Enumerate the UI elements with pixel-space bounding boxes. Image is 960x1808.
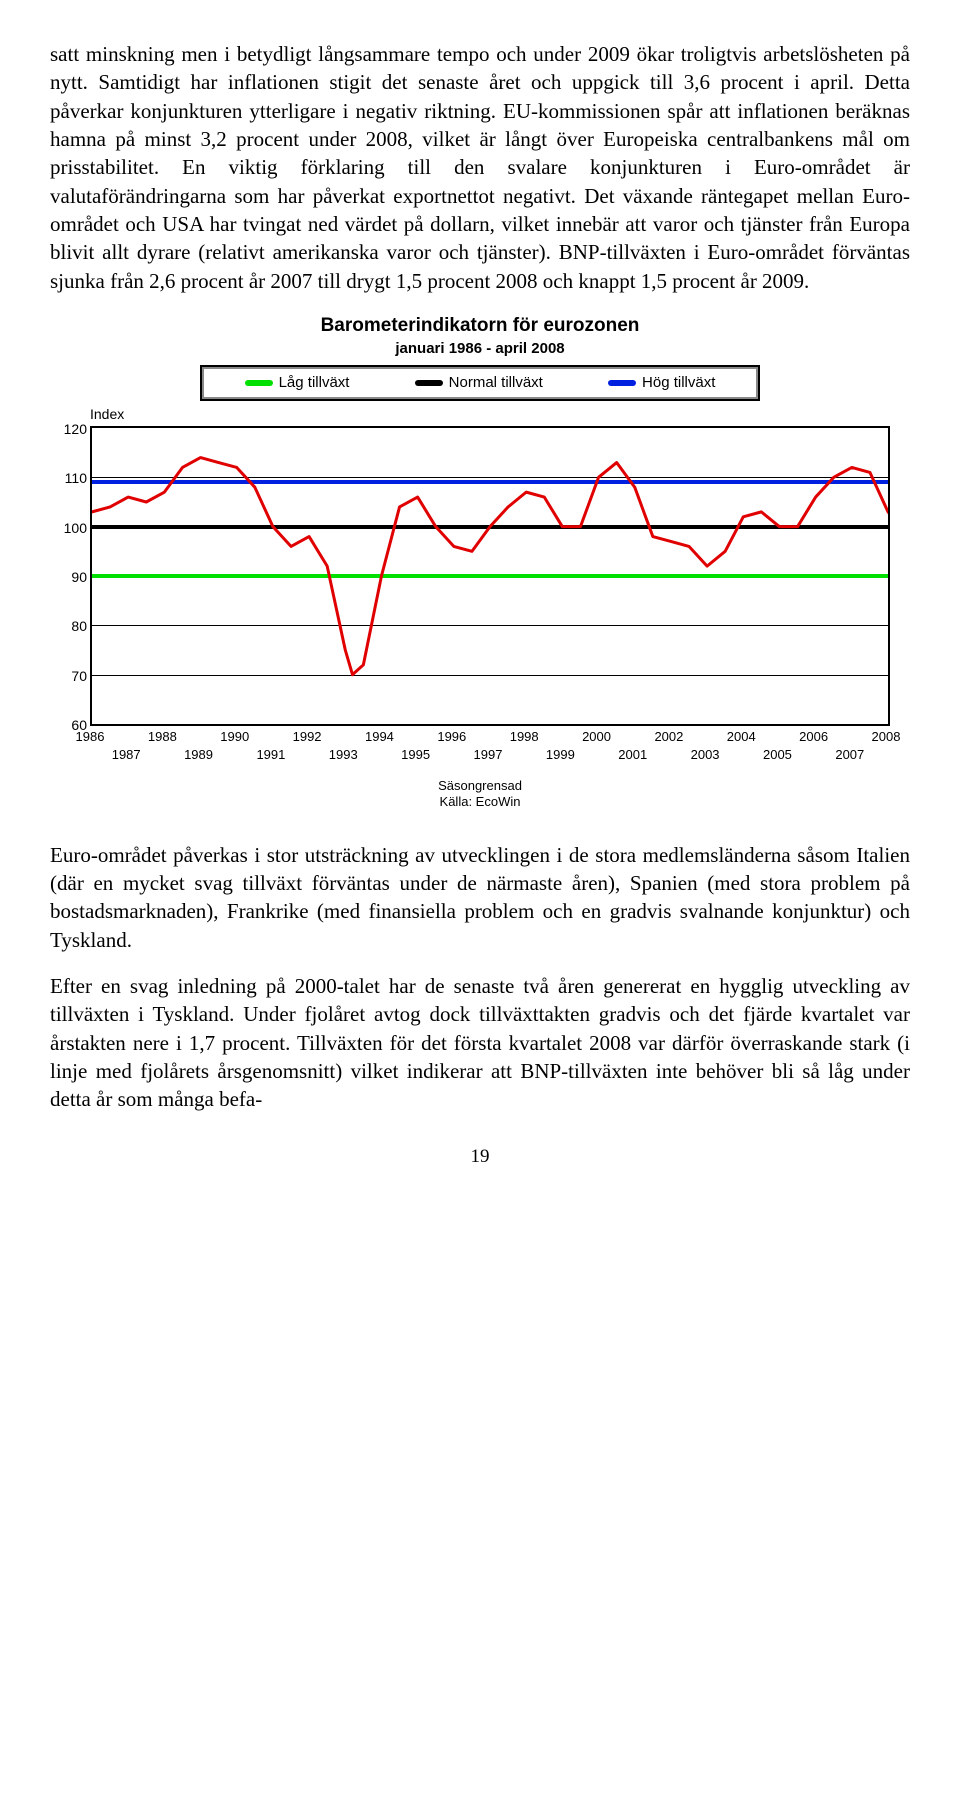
y-tick-label: 80 — [52, 617, 87, 636]
data-series — [92, 428, 888, 724]
legend-item: Hög tillväxt — [608, 373, 715, 393]
legend-swatch — [415, 380, 443, 386]
x-tick-label: 2003 — [691, 746, 720, 764]
chart-footer-line1: Säsongrensad — [50, 778, 910, 794]
x-tick-label: 2000 — [582, 728, 611, 746]
x-tick-label: 1992 — [293, 728, 322, 746]
x-axis: 1986198819901992199419961998200020022004… — [90, 726, 890, 772]
x-tick-label: 1994 — [365, 728, 394, 746]
x-tick-label: 1989 — [184, 746, 213, 764]
paragraph-2: Euro-området påverkas i stor utsträcknin… — [50, 841, 910, 954]
paragraph-3: Efter en svag inledning på 2000-talet ha… — [50, 972, 910, 1114]
chart-legend: Låg tillväxt Normal tillväxt Hög tillväxt — [200, 365, 760, 401]
barometer-chart: Barometerindikatorn för eurozonen januar… — [50, 313, 910, 811]
x-tick-label: 1988 — [148, 728, 177, 746]
x-tick-label: 2001 — [618, 746, 647, 764]
y-tick-label: 120 — [52, 420, 87, 439]
x-tick-label: 1991 — [256, 746, 285, 764]
y-tick-label: 110 — [52, 469, 87, 488]
y-tick-label: 70 — [52, 667, 87, 686]
y-axis-label: Index — [90, 405, 910, 424]
x-tick-label: 1999 — [546, 746, 575, 764]
x-tick-label: 2007 — [835, 746, 864, 764]
chart-title: Barometerindikatorn för eurozonen — [50, 313, 910, 339]
page-number: 19 — [50, 1144, 910, 1170]
chart-subtitle: januari 1986 - april 2008 — [50, 339, 910, 359]
x-tick-label: 1997 — [474, 746, 503, 764]
x-tick-label: 1996 — [437, 728, 466, 746]
legend-item: Låg tillväxt — [245, 373, 350, 393]
x-tick-label: 1995 — [401, 746, 430, 764]
x-tick-label: 2006 — [799, 728, 828, 746]
legend-label: Normal tillväxt — [449, 373, 543, 393]
x-tick-label: 1987 — [112, 746, 141, 764]
chart-footer: Säsongrensad Källa: EcoWin — [50, 778, 910, 811]
x-tick-label: 2008 — [872, 728, 901, 746]
chart-footer-line2: Källa: EcoWin — [50, 794, 910, 810]
x-tick-label: 1993 — [329, 746, 358, 764]
y-tick-label: 100 — [52, 519, 87, 538]
legend-swatch — [245, 380, 273, 386]
legend-label: Hög tillväxt — [642, 373, 715, 393]
legend-item: Normal tillväxt — [415, 373, 543, 393]
chart-plot-area: 60708090100110120 — [90, 426, 890, 726]
y-tick-label: 90 — [52, 568, 87, 587]
x-tick-label: 1986 — [76, 728, 105, 746]
x-tick-label: 1998 — [510, 728, 539, 746]
legend-label: Låg tillväxt — [279, 373, 350, 393]
legend-swatch — [608, 380, 636, 386]
x-tick-label: 2004 — [727, 728, 756, 746]
x-tick-label: 2005 — [763, 746, 792, 764]
x-tick-label: 1990 — [220, 728, 249, 746]
paragraph-1: satt minskning men i betydligt långsamma… — [50, 40, 910, 295]
x-tick-label: 2002 — [654, 728, 683, 746]
